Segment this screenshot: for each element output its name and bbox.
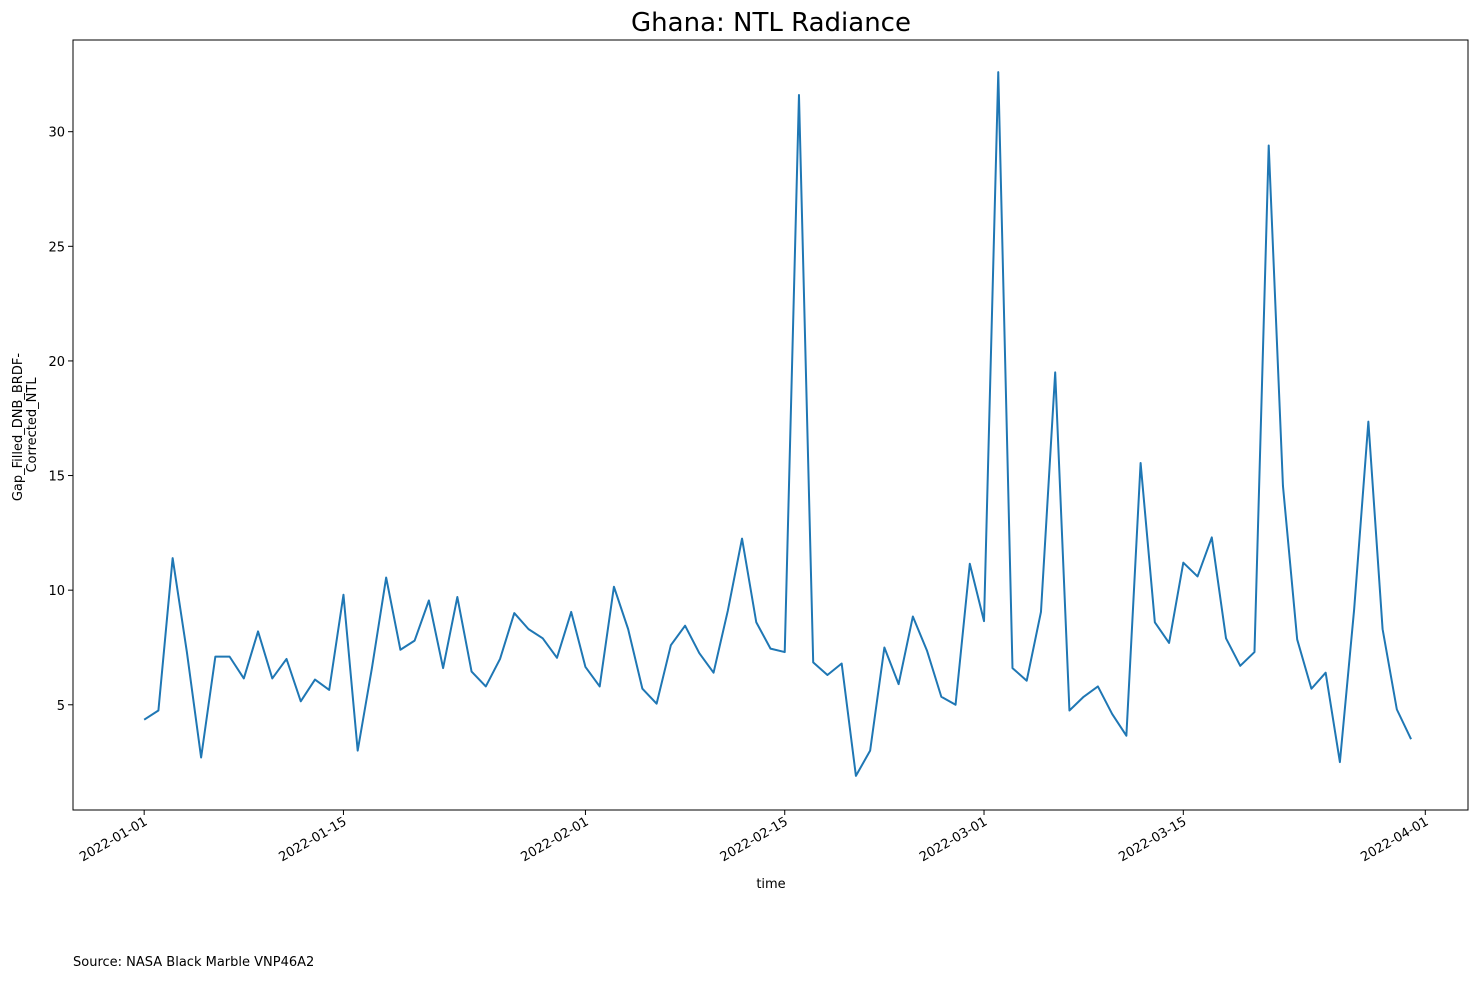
y-axis-label-line-2: Corrected_NTL (25, 377, 40, 473)
x-tick-label: 2022-01-01 (77, 814, 150, 865)
y-tick-label: 5 (57, 699, 65, 714)
source-note: Source: NASA Black Marble VNP46A2 (73, 955, 315, 970)
x-axis-label: time (756, 877, 785, 892)
chart-title: Ghana: NTL Radiance (631, 8, 911, 38)
x-tick-label: 2022-04-01 (1358, 814, 1431, 865)
y-axis: 5 10 15 20 25 30 (48, 126, 73, 714)
x-tick-label: 2022-03-01 (917, 814, 990, 865)
y-tick-label: 15 (48, 470, 65, 485)
y-axis-label-line-1: Gap_Filled_DNB_BRDF- (11, 353, 26, 502)
x-tick-label: 2022-02-15 (718, 814, 791, 865)
y-tick-label: 10 (48, 584, 65, 599)
x-tick-label: 2022-03-15 (1116, 814, 1189, 865)
y-tick-label: 25 (48, 240, 65, 255)
plot-area (143, 71, 1412, 777)
x-tick-label: 2022-02-01 (519, 814, 592, 865)
y-tick-label: 30 (48, 126, 65, 141)
x-tick-label: 2022-01-15 (277, 814, 350, 865)
x-axis: 2022-01-01 2022-01-15 2022-02-01 2022-02-15… (77, 810, 1431, 865)
series-line (143, 71, 1412, 777)
axes-frame (72, 39, 1469, 811)
y-axis-label: Gap_Filled_DNB_BRDF- Corrected_NTL (11, 349, 40, 501)
y-tick-label: 20 (48, 355, 65, 370)
